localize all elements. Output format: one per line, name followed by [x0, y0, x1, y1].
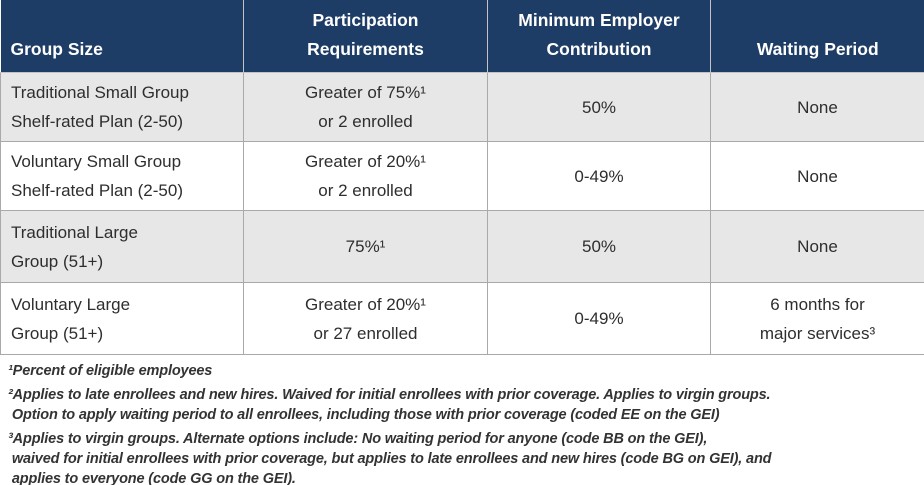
column-header-participation-requirements: Participation Requirements	[243, 0, 488, 73]
cell-group-size: Traditional Large Group (51+)	[0, 210, 244, 283]
table-row-voluntary-small-group: Voluntary Small Group Shelf-rated Plan (…	[0, 141, 924, 211]
cell-waiting-period: None	[710, 72, 924, 142]
table-row-traditional-small-group: Traditional Small Group Shelf-rated Plan…	[0, 72, 924, 142]
table-header-row: Group Size Participation Requirements Mi…	[0, 0, 924, 73]
cell-minimum-employer-contribution: 0-49%	[487, 141, 711, 211]
cell-waiting-period: None	[710, 210, 924, 283]
footnote-1: ¹Percent of eligible employees	[8, 363, 213, 379]
cell-participation-requirements: Greater of 75%¹ or 2 enrolled	[243, 72, 488, 142]
column-header-waiting-period: Waiting Period	[710, 0, 924, 73]
cell-group-size: Voluntary Small Group Shelf-rated Plan (…	[0, 141, 244, 211]
cell-waiting-period: 6 months for major services³	[710, 282, 924, 355]
cell-minimum-employer-contribution: 50%	[487, 72, 711, 142]
cell-participation-requirements: Greater of 20%¹ or 27 enrolled	[243, 282, 488, 355]
footnotes: ¹Percent of eligible employees ²Applies …	[0, 355, 924, 485]
group-plan-requirements-table: Group Size Participation Requirements Mi…	[0, 0, 924, 355]
cell-participation-requirements: 75%¹	[243, 210, 488, 283]
table-row-voluntary-large-group: Voluntary Large Group (51+) Greater of 2…	[0, 282, 924, 355]
cell-group-size: Voluntary Large Group (51+)	[0, 282, 244, 355]
cell-waiting-period: None	[710, 141, 924, 211]
cell-minimum-employer-contribution: 50%	[487, 210, 711, 283]
cell-group-size: Traditional Small Group Shelf-rated Plan…	[0, 72, 244, 142]
footnote-3: ³Applies to virgin groups. Alternate opt…	[8, 431, 772, 485]
footnote-2: ²Applies to late enrollees and new hires…	[8, 387, 771, 423]
column-header-group-size: Group Size	[0, 0, 244, 73]
table-row-traditional-large-group: Traditional Large Group (51+) 75%¹ 50% N…	[0, 210, 924, 283]
column-header-minimum-employer-contribution: Minimum Employer Contribution	[487, 0, 711, 73]
cell-minimum-employer-contribution: 0-49%	[487, 282, 711, 355]
cell-participation-requirements: Greater of 20%¹ or 2 enrolled	[243, 141, 488, 211]
